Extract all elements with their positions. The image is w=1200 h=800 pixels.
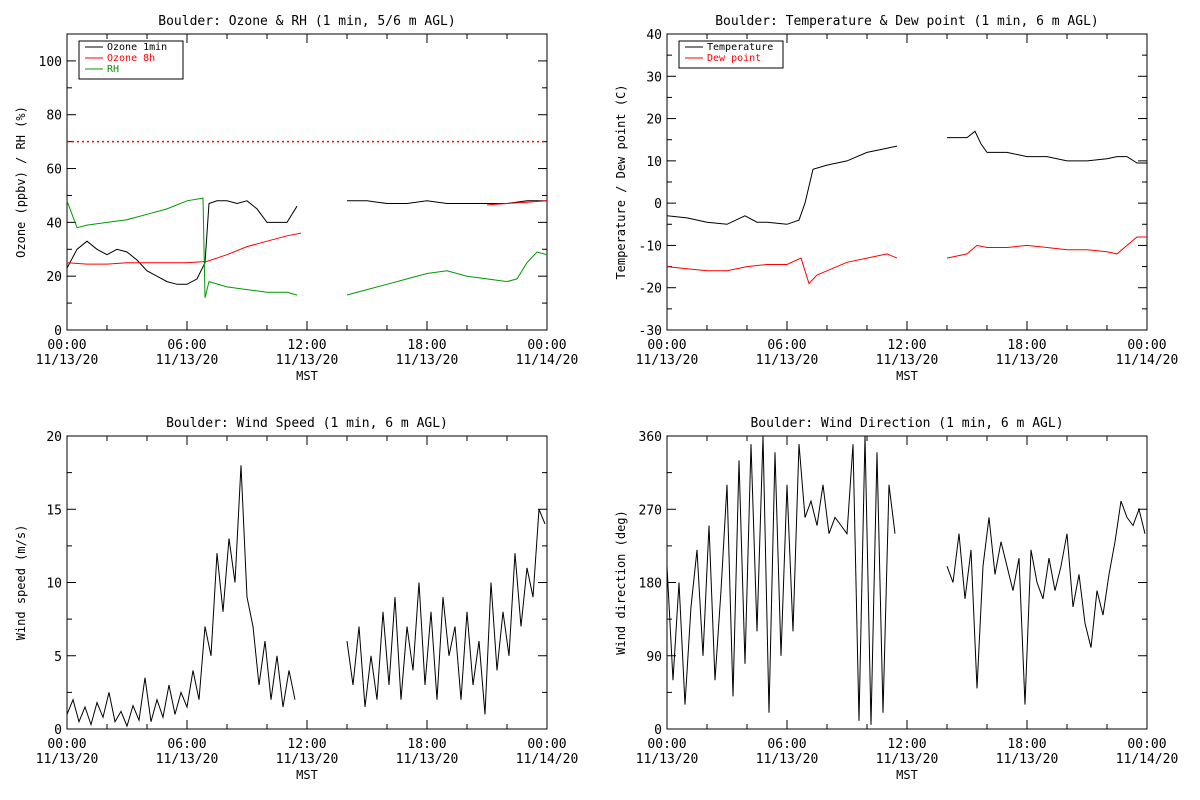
x-tick-label: 12:00 11/13/20 bbox=[276, 338, 339, 368]
y-tick-label: 10 bbox=[646, 155, 662, 170]
y-tick-label: 100 bbox=[39, 55, 62, 70]
y-tick-label: 80 bbox=[46, 109, 62, 124]
chart-panel-2: Boulder: Temperature & Dew point (1 min,… bbox=[614, 14, 1178, 383]
chart-title: Boulder: Wind Speed (1 min, 6 m AGL) bbox=[166, 416, 448, 431]
y-tick-label: -10 bbox=[639, 239, 662, 254]
y-tick-label: 10 bbox=[46, 577, 62, 592]
x-tick-label: 18:00 11/13/20 bbox=[996, 338, 1059, 368]
plot-frame bbox=[666, 33, 1148, 331]
x-tick-label: 06:00 11/13/20 bbox=[756, 338, 819, 368]
x-tick-label: 06:00 11/13/20 bbox=[156, 338, 219, 368]
y-tick-label: 60 bbox=[46, 163, 62, 178]
y-tick-label: 15 bbox=[46, 503, 62, 518]
chart-panel-3: Boulder: Wind Speed (1 min, 6 m AGL) 00:0… bbox=[14, 416, 578, 782]
x-tick-label: 00:00 11/13/20 bbox=[36, 737, 99, 767]
y-tick-label: 0 bbox=[654, 197, 662, 212]
y-tick-label: 360 bbox=[639, 430, 662, 445]
x-tick-label: 00:00 11/13/20 bbox=[636, 737, 699, 767]
chart-title: Boulder: Temperature & Dew point (1 min,… bbox=[715, 14, 1099, 29]
y-axis-label: Temperature / Dew point (C) bbox=[614, 84, 628, 279]
y-tick-label: -30 bbox=[639, 324, 662, 339]
y-tick-label: 20 bbox=[646, 113, 662, 128]
y-tick-label: 30 bbox=[646, 70, 662, 85]
x-tick-label: 12:00 11/13/20 bbox=[876, 338, 939, 368]
legend-entry: Temperature bbox=[707, 42, 773, 53]
x-tick-label: 00:00 11/13/20 bbox=[636, 338, 699, 368]
series-line-1 bbox=[666, 130, 1147, 225]
y-tick-label: 40 bbox=[646, 28, 662, 43]
y-tick-label: 40 bbox=[46, 216, 62, 231]
legend-entry: Ozone 8h bbox=[107, 53, 155, 64]
x-tick-label: 06:00 11/13/20 bbox=[156, 737, 219, 767]
x-tick-label: 00:00 11/14/20 bbox=[1116, 338, 1179, 368]
series-line-1 bbox=[666, 435, 1146, 725]
y-tick-label: -20 bbox=[639, 282, 662, 297]
x-tick-label: 00:00 11/14/20 bbox=[516, 338, 579, 368]
x-tick-label: 12:00 11/13/20 bbox=[876, 737, 939, 767]
x-tick-label: 18:00 11/13/20 bbox=[396, 338, 459, 368]
series-line-3 bbox=[66, 197, 548, 298]
x-axis-label: MST bbox=[896, 369, 918, 383]
y-tick-label: 20 bbox=[46, 430, 62, 445]
plot-frame bbox=[66, 435, 548, 730]
y-tick-label: 0 bbox=[654, 723, 662, 738]
x-tick-label: 12:00 11/13/20 bbox=[276, 737, 339, 767]
series-line-1 bbox=[66, 200, 547, 285]
y-tick-label: 270 bbox=[639, 503, 662, 518]
legend-entry: RH bbox=[107, 64, 119, 75]
y-tick-label: 20 bbox=[46, 270, 62, 285]
y-axis-label: Wind speed (m/s) bbox=[14, 525, 28, 641]
y-tick-label: 180 bbox=[639, 577, 662, 592]
legend-entry: Dew point bbox=[707, 53, 761, 64]
x-axis-label: MST bbox=[296, 768, 318, 782]
y-tick-label: 0 bbox=[54, 723, 62, 738]
legend-entry: Ozone 1min bbox=[107, 42, 167, 53]
x-tick-label: 18:00 11/13/20 bbox=[996, 737, 1059, 767]
y-tick-label: 0 bbox=[54, 324, 62, 339]
series-line-1 bbox=[66, 465, 546, 728]
series-line-2 bbox=[666, 236, 1147, 285]
y-axis-label: Wind direction (deg) bbox=[614, 510, 628, 655]
y-tick-label: 5 bbox=[54, 650, 62, 665]
y-axis-label: Ozone (ppbv) / RH (%) bbox=[14, 106, 28, 258]
x-tick-label: 18:00 11/13/20 bbox=[396, 737, 459, 767]
x-axis-label: MST bbox=[296, 369, 318, 383]
chart-panel-1: Boulder: Ozone & RH (1 min, 5/6 m AGL)00… bbox=[14, 14, 578, 383]
chart-title: Boulder: Ozone & RH (1 min, 5/6 m AGL) bbox=[158, 14, 455, 29]
chart-title: Boulder: Wind Direction (1 min, 6 m AGL) bbox=[750, 416, 1063, 431]
x-tick-label: 00:00 11/14/20 bbox=[516, 737, 579, 767]
y-tick-label: 90 bbox=[646, 650, 662, 665]
chart-panel-4: Boulder: Wind Direction (1 min, 6 m AGL)… bbox=[614, 416, 1178, 782]
x-tick-label: 00:00 11/14/20 bbox=[1116, 737, 1179, 767]
legend-box bbox=[678, 40, 784, 69]
x-axis-label: MST bbox=[896, 768, 918, 782]
series-line-2 bbox=[66, 200, 548, 265]
x-tick-label: 00:00 11/13/20 bbox=[36, 338, 99, 368]
x-tick-label: 06:00 11/13/20 bbox=[756, 737, 819, 767]
